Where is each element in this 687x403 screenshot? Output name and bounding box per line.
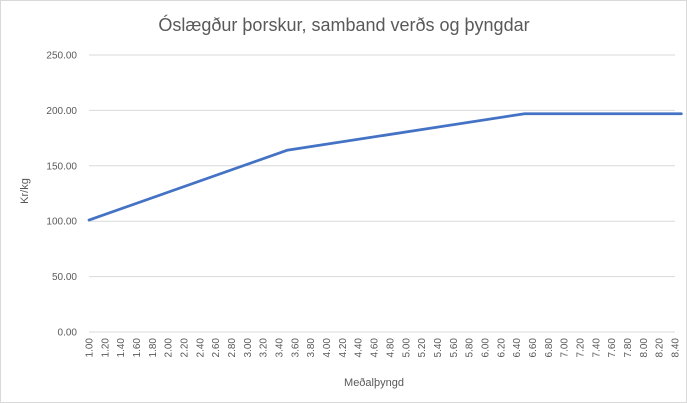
series-line — [87, 112, 683, 222]
x-tick-label: 1.20 — [100, 338, 111, 358]
y-tick-label: 0.00 — [58, 328, 78, 339]
x-tick-label: 3.80 — [306, 338, 317, 358]
y-tick-label: 150.00 — [46, 161, 77, 172]
chart-title: Óslægður þorskur, samband verðs og þyngd… — [158, 14, 529, 35]
x-tick-label: 3.60 — [290, 338, 301, 358]
x-tick-label: 6.80 — [544, 338, 555, 358]
x-tick-label: 2.00 — [164, 338, 175, 358]
y-axis-label: Kr/kg — [19, 178, 31, 204]
x-tick-label: 4.20 — [338, 338, 349, 358]
y-axis-ticks: 0.00 50.00 100.00 150.00 200.00 250.00 — [46, 51, 77, 339]
x-tick-label: 3.40 — [275, 338, 286, 358]
x-tick-label: 6.40 — [512, 338, 523, 358]
x-tick-label: 7.40 — [591, 338, 602, 358]
x-tick-label: 8.20 — [655, 338, 666, 358]
x-axis-label: Meðalþyngd — [344, 377, 404, 389]
x-tick-label: 4.60 — [370, 338, 381, 358]
y-tick-label: 100.00 — [46, 217, 77, 228]
x-tick-label: 5.00 — [401, 338, 412, 358]
x-tick-label: 8.40 — [671, 338, 682, 358]
x-tick-label: 3.20 — [259, 338, 270, 358]
x-tick-label: 1.80 — [148, 338, 159, 358]
x-tick-label: 2.20 — [180, 338, 191, 358]
x-tick-label: 7.80 — [623, 338, 634, 358]
x-tick-label: 6.20 — [496, 338, 507, 358]
x-axis-ticks: 1.00 1.20 1.40 1.60 1.80 2.00 2.20 2.40 2.60 2.80… — [85, 338, 682, 358]
x-tick-label: 4.40 — [354, 338, 365, 358]
x-tick-label: 1.60 — [132, 338, 143, 358]
x-tick-label: 1.00 — [85, 338, 96, 358]
x-tick-label: 4.00 — [322, 338, 333, 358]
x-tick-label: 7.20 — [575, 338, 586, 358]
gridlines — [89, 54, 675, 333]
x-tick-label: 4.80 — [385, 338, 396, 358]
x-tick-label: 6.00 — [480, 338, 491, 358]
x-tick-label: 5.80 — [465, 338, 476, 358]
x-tick-label: 3.00 — [243, 338, 254, 358]
x-tick-label: 5.20 — [417, 338, 428, 358]
series-layer — [87, 112, 683, 222]
x-tick-label: 8.00 — [639, 338, 650, 358]
x-tick-label: 6.60 — [528, 338, 539, 358]
x-tick-label: 5.40 — [433, 338, 444, 358]
y-tick-label: 250.00 — [46, 51, 77, 62]
y-tick-label: 50.00 — [52, 272, 77, 283]
y-tick-label: 200.00 — [46, 106, 77, 117]
x-tick-label: 2.60 — [211, 338, 222, 358]
x-tick-label: 7.60 — [607, 338, 618, 358]
x-tick-label: 2.80 — [227, 338, 238, 358]
x-tick-label: 1.40 — [116, 338, 127, 358]
x-tick-label: 5.60 — [449, 338, 460, 358]
x-tick-label: 2.40 — [195, 338, 206, 358]
x-tick-label: 7.00 — [560, 338, 571, 358]
